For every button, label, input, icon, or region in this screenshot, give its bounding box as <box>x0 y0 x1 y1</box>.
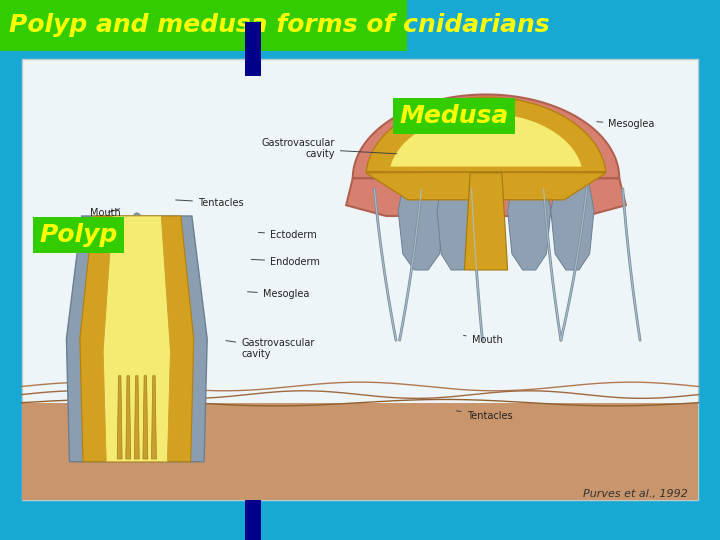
Polygon shape <box>346 94 626 216</box>
Polygon shape <box>126 376 131 459</box>
Polygon shape <box>437 176 477 270</box>
Text: Purves et al., 1992: Purves et al., 1992 <box>582 489 688 499</box>
Polygon shape <box>117 376 122 459</box>
Text: Endoderm: Endoderm <box>251 257 320 267</box>
Text: Medusa: Medusa <box>400 104 509 128</box>
FancyBboxPatch shape <box>0 0 407 51</box>
Polygon shape <box>66 216 207 462</box>
Text: Mesoglea: Mesoglea <box>597 119 654 129</box>
Text: Tentacles: Tentacles <box>456 411 512 421</box>
Polygon shape <box>551 176 594 270</box>
Text: Ectoderm: Ectoderm <box>258 230 317 240</box>
Text: Polyp: Polyp <box>40 223 118 247</box>
Text: Mouth: Mouth <box>90 208 121 218</box>
FancyBboxPatch shape <box>22 59 698 500</box>
Polygon shape <box>508 176 551 270</box>
Text: Mouth: Mouth <box>464 335 503 345</box>
Text: Mesoglea: Mesoglea <box>248 289 309 299</box>
FancyBboxPatch shape <box>245 500 261 540</box>
Polygon shape <box>143 376 148 459</box>
Polygon shape <box>398 176 444 270</box>
FancyBboxPatch shape <box>245 22 261 76</box>
Text: Polyp and medusa forms of cnidarians: Polyp and medusa forms of cnidarians <box>9 14 549 37</box>
Polygon shape <box>390 113 582 167</box>
Text: Gastrovascular
cavity: Gastrovascular cavity <box>261 138 397 159</box>
FancyBboxPatch shape <box>22 403 698 500</box>
Polygon shape <box>80 216 194 462</box>
Polygon shape <box>103 216 171 462</box>
Text: Gastrovascular
cavity: Gastrovascular cavity <box>226 338 315 359</box>
Polygon shape <box>464 173 508 270</box>
Text: Tentacles: Tentacles <box>176 198 243 207</box>
Polygon shape <box>366 97 606 200</box>
Polygon shape <box>151 376 156 459</box>
Polygon shape <box>135 376 139 459</box>
